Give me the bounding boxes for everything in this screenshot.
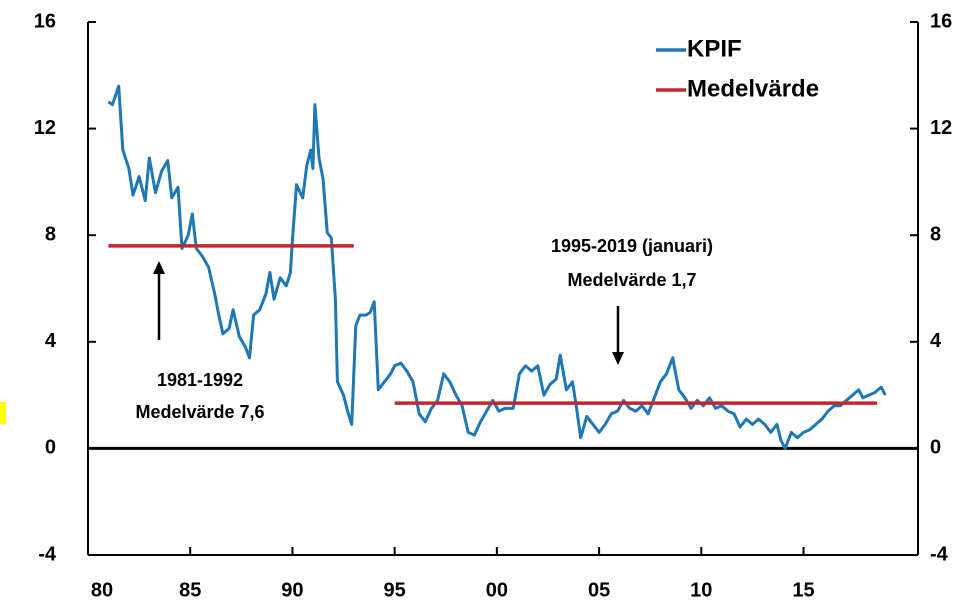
y-tick-label: 16 <box>34 10 56 32</box>
x-tick-label: 90 <box>281 579 303 601</box>
y2-tick-label: 4 <box>930 330 942 352</box>
series-line <box>107 84 887 450</box>
x-tick-label: 80 <box>91 579 113 601</box>
y-tick-label: -4 <box>38 543 57 565</box>
legend-label: Medelvärde <box>687 75 819 102</box>
x-tick-label: 95 <box>384 579 406 601</box>
y-tick-label: 4 <box>45 330 57 352</box>
y-tick-label: 8 <box>45 223 56 245</box>
x-tick-label: 05 <box>588 579 610 601</box>
edge-artifact <box>0 402 6 424</box>
x-tick-label: 15 <box>792 579 814 601</box>
y2-tick-label: 8 <box>930 223 941 245</box>
y2-tick-label: -4 <box>930 543 949 565</box>
legend-label: KPIF <box>687 35 742 62</box>
x-tick-label: 85 <box>179 579 201 601</box>
annotation: 1981-1992 <box>157 370 243 390</box>
annotation: 1995-2019 (januari) <box>551 236 713 256</box>
y2-tick-label: 0 <box>930 437 941 459</box>
x-tick-label: 00 <box>486 579 508 601</box>
arrow <box>612 306 624 365</box>
arrow <box>153 261 165 340</box>
y-tick-label: 0 <box>45 437 56 459</box>
annotation: Medelvärde 7,6 <box>135 402 264 422</box>
series-line <box>108 244 878 405</box>
y2-tick-label: 12 <box>930 117 952 139</box>
y2-tick-label: 16 <box>930 10 952 32</box>
y-tick-label: 12 <box>34 117 56 139</box>
annotation: Medelvärde 1,7 <box>567 270 696 290</box>
x-tick-label: 10 <box>690 579 712 601</box>
